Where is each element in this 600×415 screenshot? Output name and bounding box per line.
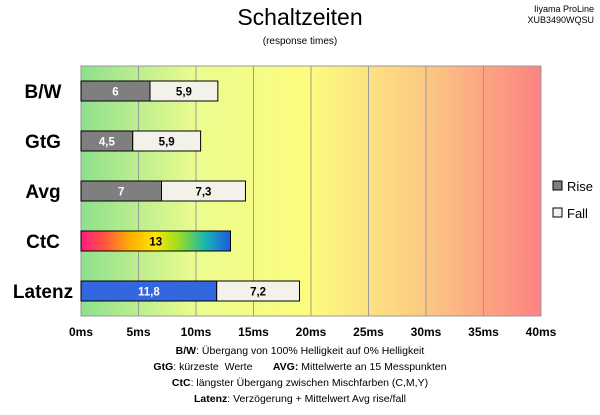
legend-label-rise: Rise (567, 179, 593, 194)
bar-fall-label: 5,9 (159, 137, 175, 149)
x-tick-label: 25ms (353, 325, 384, 339)
x-tick-label: 5ms (126, 325, 150, 339)
category-label: B/W (25, 82, 62, 103)
x-tick-label: 35ms (468, 325, 499, 339)
x-tick-label: 15ms (238, 325, 269, 339)
footnote-ctc: CtC: längster Übergang zwischen Mischfar… (171, 377, 429, 389)
bar-fall (161, 180, 246, 202)
bar-fall (216, 280, 300, 302)
bar-rise-label: 7 (118, 187, 124, 199)
category-label: GtG (25, 132, 61, 153)
chart-footnote: B/W: Übergang von 100% Helligkeit auf 0%… (0, 343, 600, 407)
model-line: XUB3490WQSU (527, 15, 594, 25)
bar-fall-label: 7,2 (250, 287, 266, 299)
x-tick-label: 20ms (296, 325, 327, 339)
footnote-latenz: Latenz: Verzögerung + Mittelwert Avg ris… (194, 393, 406, 405)
bar-fall-label: 5,9 (176, 87, 192, 99)
monitor-model: Iiyama ProLine XUB3490WQSU (527, 4, 594, 26)
bar-rise (80, 230, 231, 252)
bar-rise-label: 6 (112, 87, 118, 99)
category-label: CtC (26, 232, 60, 253)
chart-subtitle: (response times) (262, 36, 338, 47)
x-tick-label: 30ms (411, 325, 442, 339)
legend-label-fall: Fall (567, 206, 588, 221)
bar-rise-label: 13 (149, 237, 162, 249)
x-tick-label: 10ms (181, 325, 212, 339)
footnote-gtg-avg: GtG: kürzeste Werte AVG: Mittelwerte an … (153, 361, 447, 373)
bar-rise-label: 11,8 (138, 287, 160, 299)
legend-swatch-rise (552, 180, 563, 191)
bar-rise-label: 4,5 (99, 137, 116, 149)
bar-fall (149, 80, 219, 102)
x-tick-label: 0ms (69, 325, 93, 339)
category-label: Avg (25, 182, 60, 203)
legend-swatch-fall (552, 207, 563, 218)
brand-line: Iiyama ProLine (533, 4, 594, 14)
footnote-bw: B/W: Übergang von 100% Helligkeit auf 0%… (175, 345, 425, 357)
bar-fall (132, 130, 202, 152)
category-label: Latenz (13, 282, 73, 303)
bar-fall-label: 7,3 (195, 187, 211, 199)
chart-title: Schaltzeiten (237, 4, 363, 30)
x-tick-label: 40ms (526, 325, 557, 339)
